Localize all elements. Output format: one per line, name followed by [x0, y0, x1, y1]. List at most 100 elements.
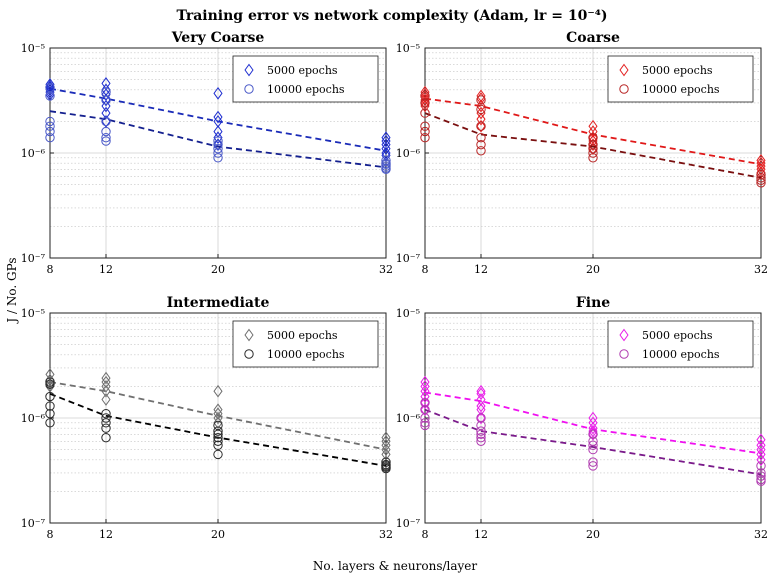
legend-marker-diamond: [244, 63, 254, 77]
y-tick-label: 10⁻⁷: [21, 252, 46, 265]
y-tick-label: 10⁻⁵: [21, 307, 45, 320]
legend-label: 5000 epochs: [642, 329, 713, 342]
data-point-circle: [588, 461, 598, 471]
data-point-circle: [101, 408, 111, 419]
legend-label: 5000 epochs: [642, 64, 713, 77]
figure-xlabel: No. layers & neurons/layer: [313, 559, 478, 573]
data-point-diamond: [381, 438, 391, 452]
data-point-diamond: [476, 106, 486, 120]
data-point-diamond: [101, 375, 111, 389]
data-point-diamond: [213, 131, 223, 145]
legend: 5000 epochs 10000 epochs: [232, 55, 379, 103]
figure-ylabel: J / No. GPs: [5, 257, 19, 324]
data-point-circle: [756, 461, 766, 471]
data-point-diamond: [213, 407, 223, 421]
data-point-diamond: [588, 125, 598, 138]
y-tick-label: 10⁻⁶: [21, 147, 46, 160]
data-point-circle: [213, 148, 223, 158]
data-point-diamond: [756, 433, 766, 447]
x-tick-label: 32: [379, 263, 393, 276]
data-point-diamond: [588, 421, 598, 435]
data-point-circle: [213, 432, 223, 443]
data-point-diamond: [381, 148, 391, 162]
series-group: [420, 91, 766, 188]
data-point-circle: [476, 436, 486, 446]
data-point-diamond: [213, 86, 223, 100]
data-point-circle: [45, 418, 55, 428]
data-point-circle: [420, 126, 430, 137]
data-point-diamond: [101, 93, 111, 107]
data-point-circle: [476, 146, 486, 156]
data-point-diamond: [213, 416, 223, 430]
data-point-circle: [420, 132, 430, 143]
data-point-circle: [101, 413, 111, 423]
chart-panel: 8 12 20 32 10⁻⁷ 10⁻⁶ 10⁻⁵ Very Coarse 5000 epoch…: [21, 30, 393, 276]
y-tick-label: 10⁻⁶: [396, 147, 421, 160]
data-point-diamond: [101, 393, 111, 406]
data-point-circle: [45, 132, 55, 143]
fit-line: [49, 110, 387, 169]
data-point-circle: [420, 108, 430, 118]
data-point-circle: [101, 87, 111, 97]
legend-label: 10000 epochs: [642, 83, 720, 96]
x-tick-label: 20: [211, 528, 225, 541]
data-point-circle: [213, 143, 223, 154]
data-point-circle: [101, 126, 111, 137]
data-point-diamond: [588, 138, 598, 152]
series-group: [420, 375, 766, 467]
data-point-diamond: [756, 159, 766, 173]
data-point-circle: [420, 121, 430, 131]
x-tick-label: 32: [754, 263, 768, 276]
series-group: [420, 85, 766, 179]
data-point-diamond: [420, 396, 430, 410]
x-tick-label: 12: [474, 528, 488, 541]
data-point-circle: [45, 121, 55, 131]
x-tick-label: 8: [47, 263, 54, 276]
data-point-diamond: [213, 403, 223, 417]
data-point-diamond: [756, 448, 766, 461]
data-point-circle: [420, 420, 430, 431]
data-point-diamond: [213, 411, 223, 425]
legend: 5000 epochs 10000 epochs: [232, 320, 379, 368]
data-point-diamond: [101, 99, 111, 113]
data-point-diamond: [588, 427, 598, 441]
panel-title: Intermediate: [167, 295, 270, 311]
data-point-circle: [588, 440, 598, 450]
legend-marker-circle: [244, 84, 254, 94]
data-point-circle: [588, 148, 598, 158]
data-point-circle: [476, 429, 486, 439]
panel-title: Fine: [576, 295, 610, 311]
x-tick-label: 8: [422, 263, 429, 276]
y-tick-label: 10⁻⁵: [21, 42, 45, 55]
data-point-circle: [588, 444, 598, 455]
data-point-diamond: [381, 431, 391, 444]
data-point-circle: [381, 463, 391, 474]
data-point-diamond: [756, 154, 766, 167]
data-point-circle: [213, 429, 223, 439]
legend-label: 10000 epochs: [267, 83, 345, 96]
data-point-circle: [45, 391, 55, 402]
y-tick-label: 10⁻⁶: [396, 412, 421, 425]
fit-line: [424, 391, 762, 455]
data-point-diamond: [45, 83, 55, 97]
data-point-circle: [476, 413, 486, 423]
data-point-circle: [45, 126, 55, 137]
data-point-diamond: [213, 138, 223, 152]
data-point-circle: [101, 418, 111, 428]
legend-label: 10000 epochs: [642, 348, 720, 361]
legend-marker-circle: [619, 84, 629, 94]
legend-label: 5000 epochs: [267, 64, 338, 77]
fit-line: [49, 392, 387, 467]
data-point-circle: [213, 440, 223, 450]
data-point-diamond: [420, 93, 430, 107]
legend-label: 5000 epochs: [267, 329, 338, 342]
data-point-diamond: [101, 380, 111, 393]
data-point-diamond: [213, 110, 223, 124]
data-point-circle: [45, 379, 55, 389]
data-point-circle: [756, 471, 766, 481]
data-point-diamond: [381, 142, 391, 156]
x-tick-label: 8: [422, 528, 429, 541]
legend-marker-diamond: [244, 328, 254, 342]
panel-title: Coarse: [566, 30, 620, 46]
data-point-diamond: [420, 99, 430, 113]
